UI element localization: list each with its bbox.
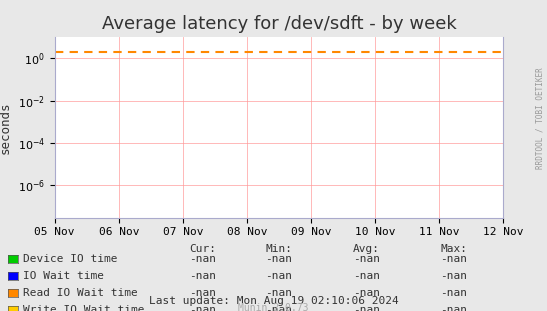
Text: Cur:: Cur: xyxy=(189,244,216,254)
Text: Max:: Max: xyxy=(440,244,468,254)
Text: Write IO Wait time: Write IO Wait time xyxy=(23,305,144,311)
Text: -nan: -nan xyxy=(440,254,468,264)
Text: -nan: -nan xyxy=(440,271,468,281)
Text: Avg:: Avg: xyxy=(353,244,380,254)
Text: -nan: -nan xyxy=(265,288,293,298)
Text: -nan: -nan xyxy=(440,288,468,298)
Text: Munin 2.0.73: Munin 2.0.73 xyxy=(238,303,309,311)
Text: -nan: -nan xyxy=(353,305,380,311)
Title: Average latency for /dev/sdft - by week: Average latency for /dev/sdft - by week xyxy=(102,15,456,33)
Y-axis label: seconds: seconds xyxy=(0,101,12,154)
Text: -nan: -nan xyxy=(189,305,216,311)
Text: -nan: -nan xyxy=(189,254,216,264)
Text: -nan: -nan xyxy=(265,305,293,311)
Text: -nan: -nan xyxy=(189,288,216,298)
Text: RRDTOOL / TOBI OETIKER: RRDTOOL / TOBI OETIKER xyxy=(536,67,544,169)
Text: Min:: Min: xyxy=(265,244,293,254)
Text: -nan: -nan xyxy=(189,271,216,281)
Text: Read IO Wait time: Read IO Wait time xyxy=(23,288,138,298)
Text: -nan: -nan xyxy=(265,271,293,281)
Text: -nan: -nan xyxy=(353,254,380,264)
Text: -nan: -nan xyxy=(353,271,380,281)
Text: -nan: -nan xyxy=(440,305,468,311)
Text: -nan: -nan xyxy=(265,254,293,264)
Text: IO Wait time: IO Wait time xyxy=(23,271,104,281)
Text: -nan: -nan xyxy=(353,288,380,298)
Text: Last update: Mon Aug 19 02:10:06 2024: Last update: Mon Aug 19 02:10:06 2024 xyxy=(149,296,398,306)
Text: Device IO time: Device IO time xyxy=(23,254,118,264)
